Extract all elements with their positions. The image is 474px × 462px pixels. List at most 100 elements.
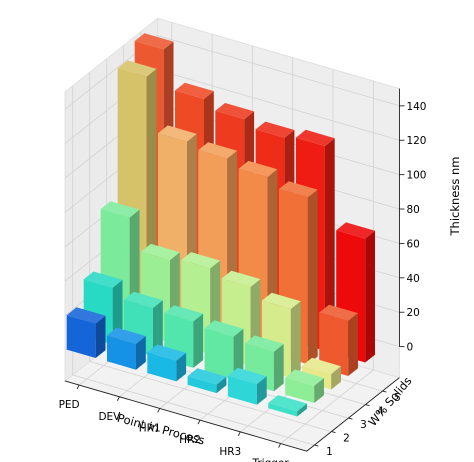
bar-top-face [285, 369, 324, 386]
bar-top-face [141, 243, 180, 261]
y-tick-mark [365, 404, 370, 407]
z-tick-label: 40 [406, 273, 419, 285]
bar-side-face [297, 403, 307, 417]
y-tick-mark [348, 417, 353, 420]
bar-top-face [198, 142, 238, 159]
bar-side-face [348, 313, 358, 376]
bar-front-face [319, 312, 349, 376]
bar-front-face [268, 402, 298, 417]
z-tick-label: 60 [406, 238, 419, 250]
x-tick-label: Trigger [251, 458, 289, 462]
bar-top-face [238, 160, 278, 178]
x-tick-mark [278, 443, 282, 448]
x-tick-label: PED [59, 399, 80, 411]
y-tick-label: 5 [394, 392, 401, 404]
bar-top-face [261, 292, 301, 309]
z-tick-label: 80 [406, 204, 419, 216]
bar-top-face [215, 103, 255, 120]
bar-top-face [175, 82, 214, 99]
x-axis-line [64, 380, 307, 452]
bar-side-face [290, 301, 301, 378]
x-tick-label: HR2 [179, 434, 201, 446]
x-tick-label: DEV [98, 411, 121, 423]
bar-side-face [112, 279, 123, 345]
bar-top-face [164, 305, 204, 322]
grid-line-y [106, 58, 349, 419]
y-tick-mark [382, 390, 387, 393]
bar-top-face [268, 395, 307, 412]
bar-side-face [233, 328, 244, 380]
grid-line-x [280, 81, 374, 444]
bar [285, 369, 324, 403]
bar-top-face [227, 367, 267, 385]
bar-side-face [176, 352, 187, 382]
bar-side-face [95, 315, 106, 358]
bar-front-face [66, 315, 96, 358]
grid-line-z [64, 35, 400, 110]
bar-top-face [181, 252, 221, 269]
bar [204, 320, 244, 380]
bar-front-face [204, 328, 234, 380]
y-tick-label: 2 [343, 433, 350, 445]
bar-top-face [107, 327, 146, 344]
bar-top-face [83, 271, 123, 288]
bar-side-face [314, 378, 324, 403]
bar [147, 344, 187, 382]
bar-top-face [147, 344, 187, 361]
bar-top-face [124, 291, 163, 308]
bar-top-face [255, 121, 295, 138]
y-axis-line [306, 377, 400, 452]
x-tick-mark [157, 408, 161, 413]
bar [319, 304, 358, 376]
bar-side-face [136, 336, 146, 370]
bar-top-face [134, 33, 174, 50]
z-tick-label: 20 [406, 307, 419, 319]
x-tick-label: HR1 [139, 422, 161, 434]
z-tick-label: 120 [406, 135, 426, 147]
bar-side-face [331, 366, 341, 390]
y-tick-label: 3 [360, 419, 367, 431]
bar [66, 307, 106, 358]
bar [268, 395, 307, 417]
bar-front-face [285, 377, 315, 403]
bar-top-face [221, 270, 261, 287]
bar [107, 327, 146, 370]
bar [187, 368, 227, 394]
y-tick-mark [331, 431, 336, 434]
x-tick-mark [197, 419, 201, 425]
bar-side-face [324, 138, 335, 351]
y-tick-label: 4 [377, 406, 384, 418]
bar-front-face [147, 352, 177, 382]
bar-top-face [302, 357, 341, 374]
z-tick-label: 0 [406, 342, 413, 354]
bar-side-face [153, 300, 163, 357]
bar-side-face [365, 230, 375, 363]
bar-front-face [227, 375, 257, 405]
bar-front-face [187, 376, 217, 394]
bars [66, 33, 375, 417]
bar-side-face [256, 376, 267, 405]
bar-side-face [273, 343, 284, 392]
bar-top-face [204, 320, 244, 337]
x-tick-mark [237, 431, 241, 437]
bar [227, 367, 267, 405]
bar-top-face [336, 222, 375, 239]
bar-front-face [107, 335, 136, 370]
y-tick-label: 1 [326, 446, 333, 458]
bar-top-face [319, 304, 358, 321]
bar-side-face [193, 313, 204, 368]
bar-side-face [216, 376, 227, 394]
x-tick-mark [76, 384, 80, 390]
bar-top-face [187, 368, 227, 385]
y-tick-mark [314, 444, 319, 447]
z-tick-label: 140 [406, 101, 426, 113]
bar-top-face [295, 129, 335, 147]
bar-top-face [100, 201, 140, 218]
bar-side-face [307, 189, 318, 365]
grid-line-y [89, 72, 332, 432]
z-tick-label: 100 [406, 170, 426, 182]
bar-top-face [158, 125, 197, 142]
